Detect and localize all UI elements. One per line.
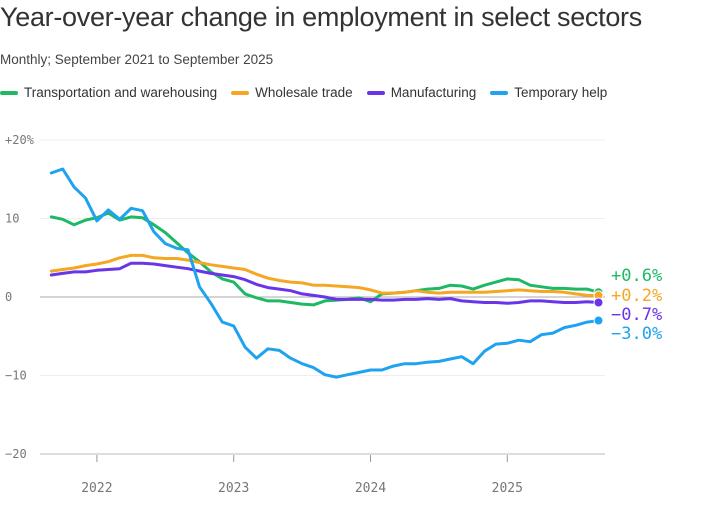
chart-title: Year-over-year change in employment in s… bbox=[0, 2, 642, 32]
y-tick-label: 10 bbox=[5, 212, 19, 226]
x-tick-label: 2022 bbox=[81, 481, 112, 496]
x-tick-label: 2023 bbox=[218, 481, 249, 496]
end-value-label: −0.7% bbox=[611, 305, 662, 325]
end-value-label: +0.2% bbox=[611, 286, 662, 306]
legend-swatch bbox=[366, 90, 385, 95]
legend-item: Temporary help bbox=[490, 85, 607, 100]
legend-swatch bbox=[490, 90, 509, 95]
legend-label: Temporary help bbox=[514, 85, 608, 100]
end-value-label: +0.6% bbox=[611, 266, 662, 286]
legend-item: Manufacturing bbox=[366, 85, 477, 100]
legend-swatch bbox=[231, 90, 250, 95]
end-point-marker bbox=[593, 297, 604, 308]
legend-item: Transportation and warehousing bbox=[0, 85, 217, 100]
x-tick-label: 2024 bbox=[355, 481, 386, 496]
y-tick-label: −20 bbox=[5, 447, 27, 461]
y-tick-label: 0 bbox=[5, 290, 12, 304]
chart-subtitle: Monthly; September 2021 to September 202… bbox=[0, 52, 274, 67]
end-value-label: −3.0% bbox=[611, 324, 662, 344]
legend: Transportation and warehousing Wholesale … bbox=[0, 85, 621, 100]
legend-swatch bbox=[0, 90, 18, 95]
x-tick-label: 2025 bbox=[492, 481, 523, 496]
y-tick-label: −10 bbox=[5, 369, 27, 383]
series-line-1 bbox=[49, 253, 600, 297]
y-tick-label: +20% bbox=[5, 133, 35, 147]
series-line-0 bbox=[49, 211, 600, 307]
legend-label: Transportation and warehousing bbox=[24, 85, 218, 100]
series-line-3 bbox=[49, 167, 600, 379]
series-line-2 bbox=[49, 261, 600, 305]
end-point-marker bbox=[593, 315, 604, 326]
legend-label: Manufacturing bbox=[390, 85, 477, 100]
legend-item: Wholesale trade bbox=[231, 85, 353, 100]
legend-label: Wholesale trade bbox=[255, 85, 353, 100]
